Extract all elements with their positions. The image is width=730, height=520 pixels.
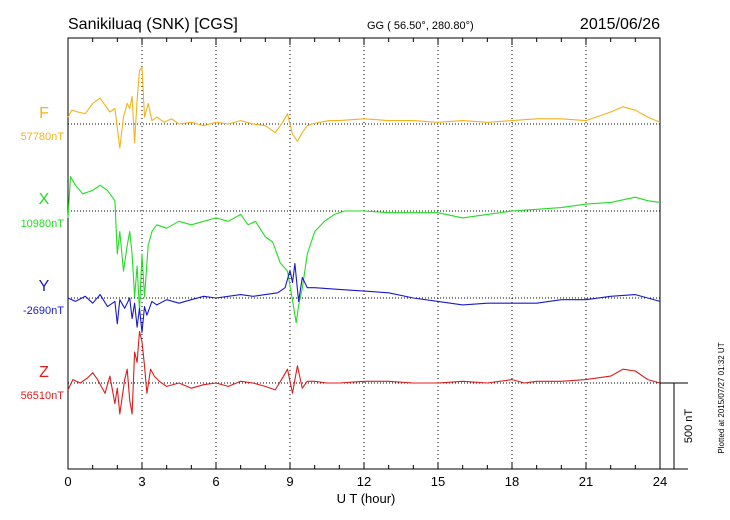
x-tick-label: 3 [138,474,145,489]
series-line-x [67,176,661,324]
baseline-value-z: 56510nT [21,390,65,402]
station-coordinates: GG ( 56.50°, 280.80°) [367,20,474,32]
series-lines [67,66,661,415]
series-line-z [67,330,661,415]
x-tick-label: 12 [357,474,371,489]
series-name-z: Z [39,364,49,381]
series-name-y: Y [39,278,50,295]
x-tick-label: 6 [212,474,219,489]
series-line-f [67,66,661,149]
x-tick-label: 9 [286,474,293,489]
series-labels: F 57780nT X 10980nT Y -2690nT Z 56510nT [21,105,65,402]
x-axis-ticks: 0 3 6 9 12 15 18 21 24 [64,38,667,489]
series-line-y [67,263,661,333]
baseline-value-x: 10980nT [21,218,65,230]
x-tick-label: 15 [431,474,445,489]
gridlines [141,38,587,469]
x-axis-label: U T (hour) [337,491,396,506]
scale-bar-label: 500 nT [683,409,695,444]
series-name-f: F [39,105,49,122]
scale-bar: 500 nT [660,382,695,470]
baseline-value-y: -2690nT [23,305,64,317]
plotted-timestamp: Plotted at 2015/07/27 01:32 UT [717,342,726,453]
x-tick-label: 24 [653,474,667,489]
station-title: Sanikiluaq (SNK) [CGS] [68,16,238,33]
x-tick-label: 0 [64,474,71,489]
series-name-x: X [39,191,50,208]
x-tick-label: 21 [579,474,593,489]
baseline-value-f: 57780nT [21,131,65,143]
x-tick-label: 18 [505,474,519,489]
plot-date: 2015/06/26 [580,16,660,33]
